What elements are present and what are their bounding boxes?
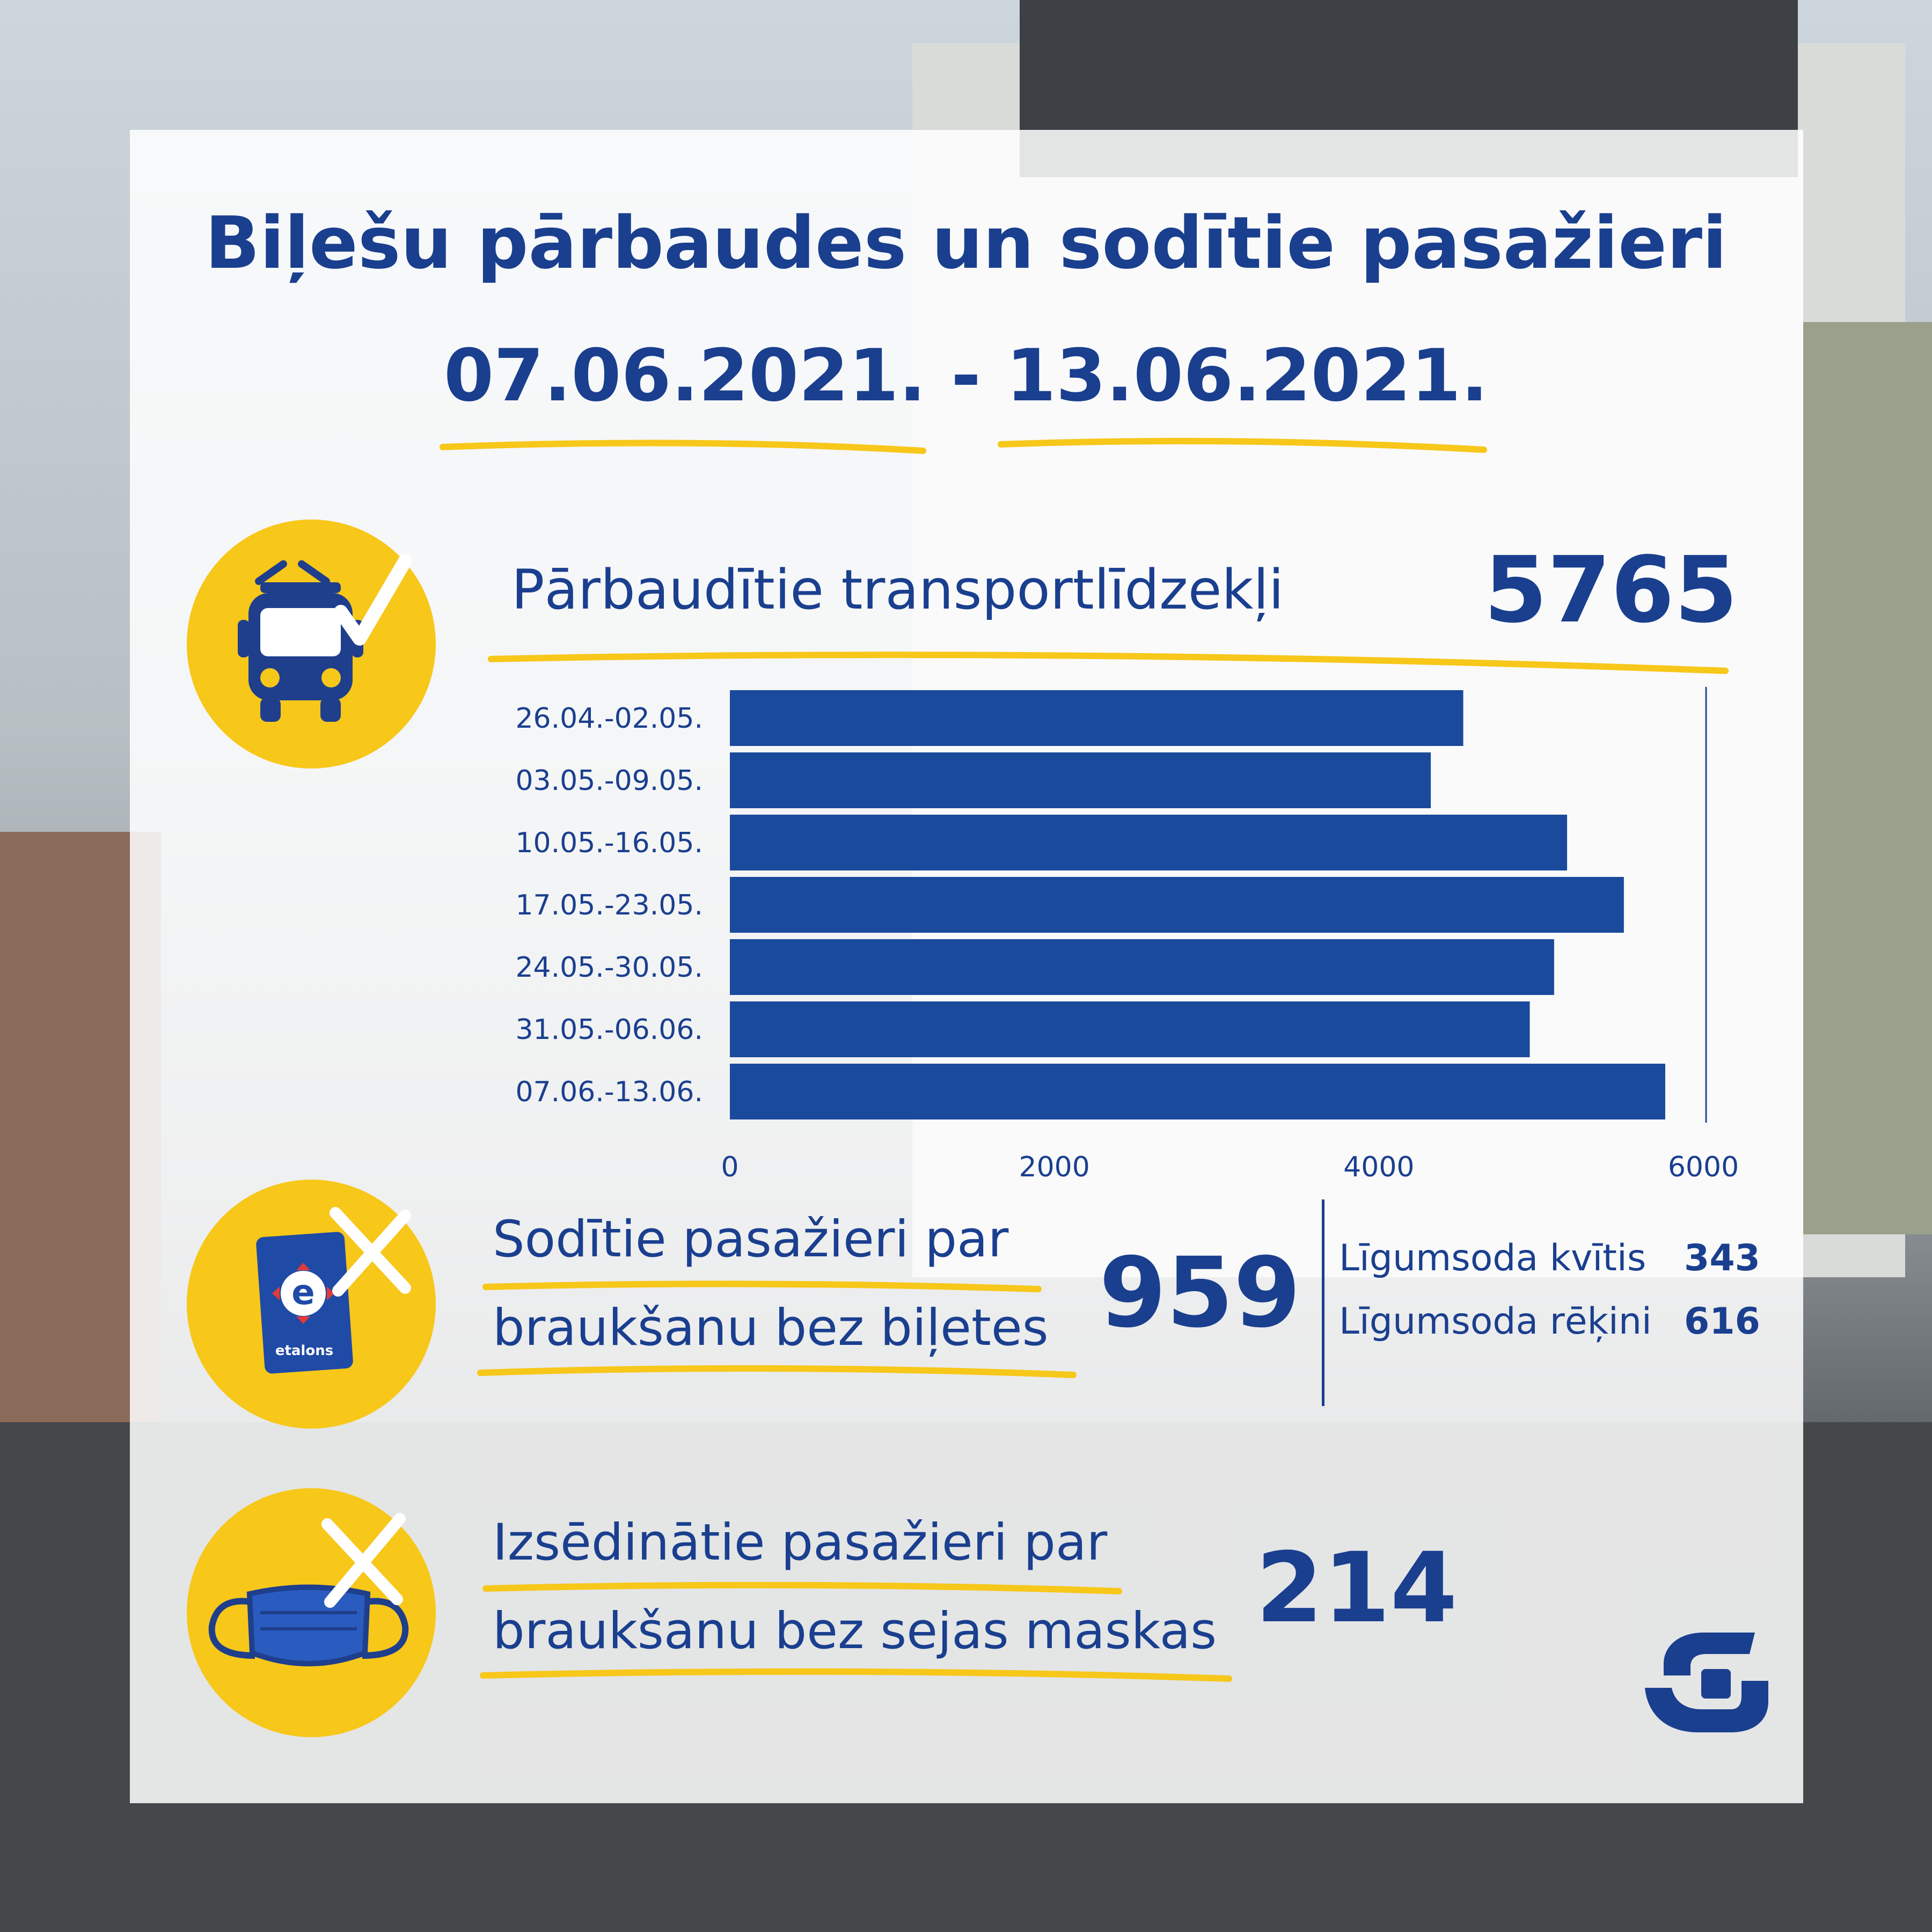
chart-category-label: 26.04.-02.05. xyxy=(515,702,703,735)
chart-category-label: 24.05.-30.05. xyxy=(515,952,703,984)
mask-underline-1 xyxy=(482,1582,1122,1594)
vehicles-underline xyxy=(488,652,1729,674)
chart-bar xyxy=(730,690,1463,746)
vehicles-bar-chart: 26.04.-02.05. 03.05.-09.05. 10.05.-16.05. 1… xyxy=(515,687,1739,1181)
chart-bar xyxy=(730,877,1624,933)
fined-label-line2: braukšanu bez biļetes xyxy=(493,1299,1049,1357)
fined-value: 959 xyxy=(1099,1237,1301,1349)
chart-category-label: 07.06.-13.06. xyxy=(515,1076,703,1108)
date-underline-left xyxy=(440,440,926,454)
chart-category-label: 31.05.-06.06. xyxy=(515,1014,703,1046)
breakdown-value-receipts: 343 xyxy=(1684,1237,1760,1279)
chart-x-tick-label: 2000 xyxy=(1019,1151,1089,1181)
breakdown-divider xyxy=(1322,1199,1324,1406)
etalons-card-cross-icon: e etalons xyxy=(187,1180,436,1429)
chart-bar xyxy=(730,1001,1530,1057)
fined-underline-2 xyxy=(477,1365,1077,1378)
mask-value: 214 xyxy=(1256,1532,1458,1644)
mask-label-line1: Izsēdinātie pasažieri par xyxy=(493,1513,1108,1572)
date-range: 07.06.2021. - 13.06.2021. xyxy=(443,334,1489,418)
chart-x-tick-label: 6000 xyxy=(1668,1151,1739,1181)
breakdown-value-invoices: 616 xyxy=(1684,1300,1760,1343)
svg-text:e: e xyxy=(291,1273,314,1313)
card-text: etalons xyxy=(275,1343,333,1359)
trolleybus-check-icon xyxy=(187,519,436,769)
chart-category-label: 10.05.-16.05. xyxy=(515,827,703,859)
chart-bar xyxy=(730,1064,1665,1119)
chart-category-label: 03.05.-09.05. xyxy=(515,765,703,797)
chart-x-tick-label: 0 xyxy=(721,1151,738,1181)
building-right xyxy=(1803,322,1932,1234)
fined-label-line1: Sodītie pasažieri par xyxy=(493,1210,1009,1269)
chart-x-tick-label: 4000 xyxy=(1343,1151,1414,1181)
chart-category-label: 17.05.-23.05. xyxy=(515,889,703,921)
page-title: Biļešu pārbaudes un sodītie pasažieri xyxy=(204,201,1728,285)
fined-underline-1 xyxy=(482,1280,1042,1292)
chart-bar xyxy=(730,939,1554,995)
chart-bar xyxy=(730,815,1568,870)
vehicles-label: Pārbaudītie transportlīdzekļi xyxy=(511,558,1284,622)
breakdown-label-receipts: Līgumsoda kvītis xyxy=(1339,1237,1646,1279)
face-mask-cross-icon xyxy=(187,1488,436,1737)
date-underline-right xyxy=(998,437,1487,453)
chart-bar xyxy=(730,752,1431,808)
breakdown-label-invoices: Līgumsoda rēķini xyxy=(1339,1300,1652,1343)
mask-label-line2: braukšanu bez sejas maskas xyxy=(493,1602,1217,1660)
mask-underline-2 xyxy=(480,1668,1232,1682)
rigas-satiksme-logo-icon xyxy=(1645,1633,1768,1732)
vehicles-value: 5765 xyxy=(1484,537,1738,643)
